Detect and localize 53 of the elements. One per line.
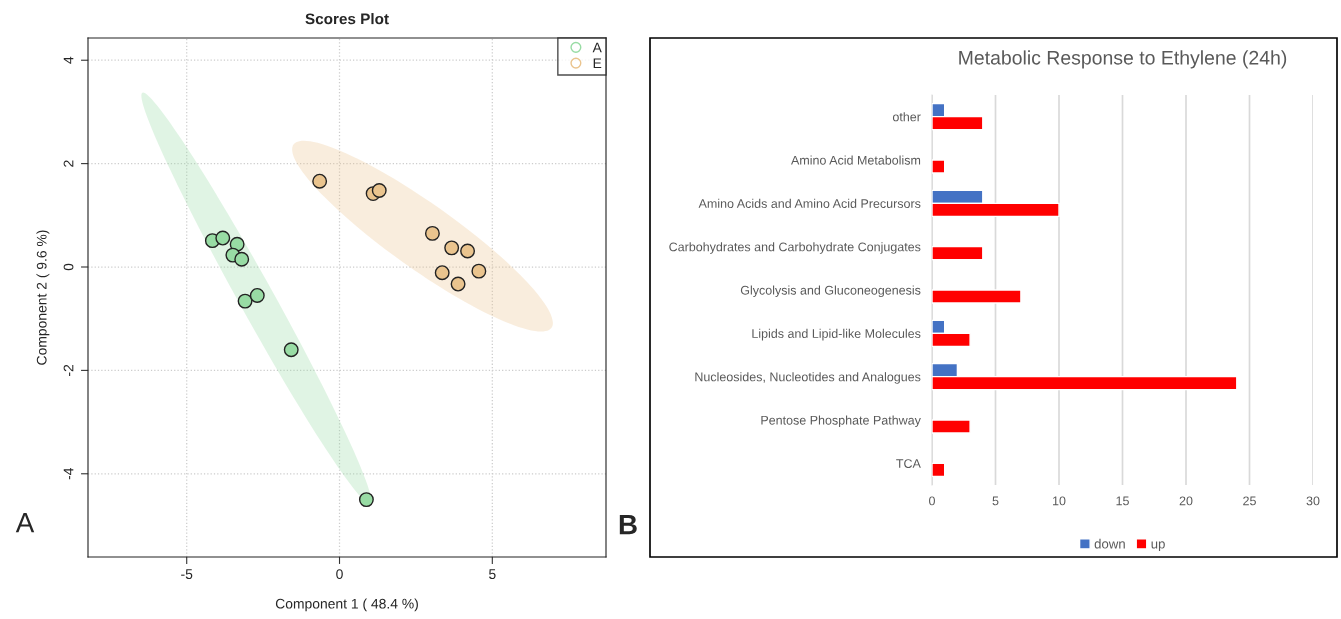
bar bbox=[932, 419, 971, 434]
chart-title: Scores Plot bbox=[305, 13, 389, 25]
y-tick-label: -2 bbox=[63, 364, 74, 376]
text: B bbox=[619, 515, 637, 535]
point bbox=[371, 183, 387, 198]
point bbox=[249, 287, 265, 303]
point bbox=[424, 225, 440, 241]
y-tick-label: Nucleosides, Nucleotides and Analogues bbox=[695, 372, 921, 384]
x-tick-label: 20 bbox=[1179, 496, 1193, 506]
y-tick-label: Amino Acids and Amino Acid Precursors bbox=[698, 198, 921, 208]
point bbox=[237, 293, 253, 309]
y-tick-label: 0 bbox=[63, 263, 74, 271]
y-tick-label: 4 bbox=[63, 56, 74, 64]
legend-label: A bbox=[592, 42, 602, 53]
y-tick-label: -4 bbox=[63, 468, 74, 480]
x-tick-label: 30 bbox=[1306, 496, 1320, 506]
bar bbox=[932, 462, 946, 478]
point bbox=[444, 240, 460, 256]
x-tick-label: 0 bbox=[929, 496, 935, 506]
x-axis-title: Component 1 ( 48.4 %) bbox=[275, 598, 418, 612]
bar bbox=[932, 289, 1022, 304]
point bbox=[312, 173, 328, 189]
chart-title: Metabolic Response to Ethylene (24h) bbox=[959, 50, 1287, 69]
y-axis-title: Component 2 ( 9.6 %) bbox=[36, 230, 50, 365]
y-tick-label: Carbohydrates and Carbohydrate Conjugates bbox=[669, 242, 921, 254]
x-tick-label: 5 bbox=[992, 496, 999, 506]
x-tick-label: 10 bbox=[1053, 496, 1066, 506]
point bbox=[215, 230, 231, 246]
legend-label: down bbox=[1094, 538, 1125, 549]
y-tick-label: Lipids and Lipid-like Molecules bbox=[752, 328, 921, 341]
point bbox=[234, 251, 250, 267]
legend-label: E bbox=[593, 58, 602, 68]
y-tick-label: Glycolysis and Gluconeogenesis bbox=[740, 285, 921, 298]
y-tick-label: Pentose Phosphate Pathway bbox=[761, 415, 921, 428]
x-tick-label: 0 bbox=[336, 569, 343, 580]
y-tick-label: 2 bbox=[63, 160, 74, 167]
point bbox=[471, 263, 487, 279]
point bbox=[450, 276, 466, 292]
y-tick-label: other bbox=[892, 112, 921, 122]
x-tick-label: -5 bbox=[181, 569, 193, 580]
x-tick-label: 25 bbox=[1243, 496, 1256, 506]
x-tick-label: 15 bbox=[1116, 496, 1129, 506]
y-tick-label: TCA bbox=[896, 459, 921, 468]
y-tick-label: Amino Acid Metabolism bbox=[791, 155, 921, 165]
legend-label: up bbox=[1151, 541, 1165, 552]
point bbox=[460, 243, 476, 259]
bar bbox=[932, 245, 984, 261]
x-tick-label: 5 bbox=[489, 569, 496, 580]
bar bbox=[932, 159, 946, 174]
point bbox=[434, 265, 450, 281]
point bbox=[283, 342, 299, 358]
point bbox=[358, 492, 374, 508]
text: A bbox=[15, 513, 35, 533]
